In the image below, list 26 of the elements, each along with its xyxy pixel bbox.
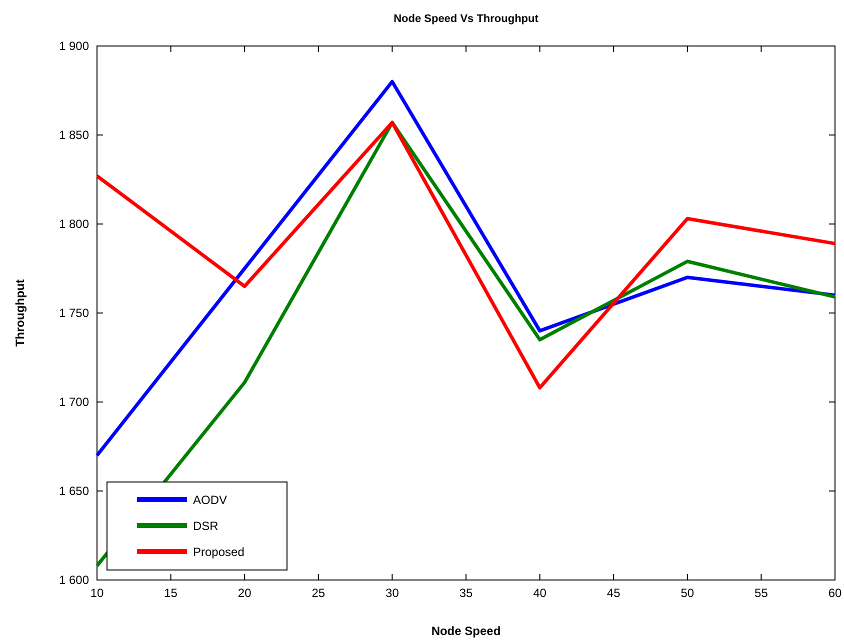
legend-label: Proposed bbox=[193, 545, 244, 559]
x-tick-label: 45 bbox=[606, 586, 621, 600]
y-axis-title: Throughput bbox=[13, 279, 27, 347]
x-tick-label: 35 bbox=[459, 586, 473, 600]
line-series bbox=[95, 80, 837, 458]
line-series bbox=[95, 120, 837, 390]
legend-label: AODV bbox=[193, 493, 228, 507]
x-tick-label: 30 bbox=[386, 586, 400, 600]
x-tick-label: 50 bbox=[680, 586, 694, 600]
y-tick-label: 1 700 bbox=[58, 395, 90, 409]
y-tick-label: 1 650 bbox=[58, 484, 90, 498]
y-tick-label: 1 750 bbox=[58, 306, 90, 320]
y-tick-label: 1 900 bbox=[58, 39, 90, 53]
y-tick-label: 1 850 bbox=[58, 128, 90, 142]
x-axis-title: Node Speed bbox=[431, 624, 501, 638]
x-tick-label: 55 bbox=[754, 586, 768, 600]
x-tick-label: 60 bbox=[828, 586, 842, 600]
x-tick-label: 40 bbox=[533, 586, 547, 600]
x-tick-label: 10 bbox=[90, 586, 104, 600]
legend-label: DSR bbox=[193, 519, 219, 533]
x-tick-label: 15 bbox=[164, 586, 178, 600]
x-tick-label: 20 bbox=[238, 586, 252, 600]
chart-title: Node Speed Vs Throughput bbox=[394, 13, 539, 25]
y-tick-label: 1 800 bbox=[58, 217, 90, 231]
y-tick-label: 1 600 bbox=[58, 573, 90, 587]
x-tick-label: 25 bbox=[312, 586, 326, 600]
